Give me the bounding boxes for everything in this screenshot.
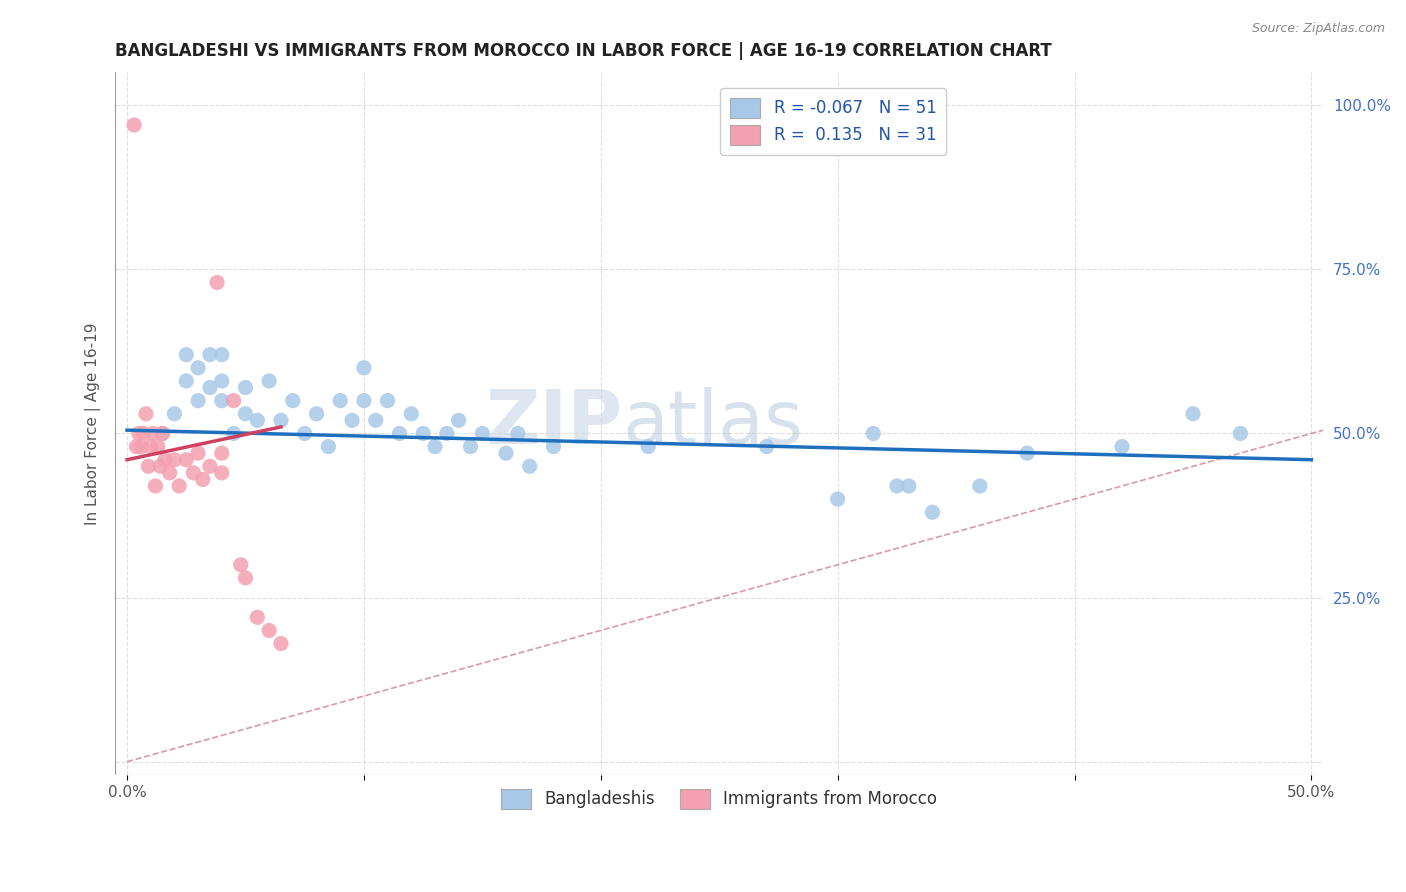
Point bbox=[897, 479, 920, 493]
Point bbox=[436, 426, 458, 441]
Point bbox=[129, 440, 152, 454]
Point bbox=[1229, 426, 1251, 441]
Point bbox=[135, 407, 157, 421]
Point bbox=[159, 466, 181, 480]
Point bbox=[167, 479, 190, 493]
Point bbox=[128, 426, 150, 441]
Point bbox=[191, 472, 214, 486]
Point bbox=[862, 426, 884, 441]
Point bbox=[139, 440, 162, 454]
Point bbox=[519, 459, 541, 474]
Point bbox=[187, 393, 209, 408]
Point bbox=[222, 426, 245, 441]
Point bbox=[340, 413, 363, 427]
Point bbox=[281, 393, 304, 408]
Point bbox=[246, 413, 269, 427]
Point bbox=[149, 459, 172, 474]
Point bbox=[222, 393, 245, 408]
Point bbox=[388, 426, 411, 441]
Point bbox=[969, 479, 991, 493]
Point bbox=[364, 413, 387, 427]
Point bbox=[235, 380, 257, 394]
Point bbox=[235, 571, 257, 585]
Point bbox=[447, 413, 470, 427]
Point bbox=[637, 440, 659, 454]
Point bbox=[174, 374, 197, 388]
Point bbox=[211, 466, 233, 480]
Point bbox=[460, 440, 482, 454]
Point bbox=[246, 610, 269, 624]
Point bbox=[153, 452, 176, 467]
Point bbox=[211, 374, 233, 388]
Point bbox=[270, 413, 292, 427]
Point bbox=[205, 276, 228, 290]
Point bbox=[163, 407, 186, 421]
Point bbox=[174, 452, 197, 467]
Text: atlas: atlas bbox=[623, 387, 804, 460]
Point bbox=[305, 407, 328, 421]
Point bbox=[294, 426, 316, 441]
Point bbox=[152, 426, 174, 441]
Point bbox=[353, 360, 375, 375]
Point bbox=[495, 446, 517, 460]
Point bbox=[198, 380, 221, 394]
Point bbox=[1111, 440, 1133, 454]
Point bbox=[921, 505, 943, 519]
Y-axis label: In Labor Force | Age 16-19: In Labor Force | Age 16-19 bbox=[86, 322, 101, 524]
Point bbox=[1182, 407, 1205, 421]
Point bbox=[257, 624, 280, 638]
Text: Source: ZipAtlas.com: Source: ZipAtlas.com bbox=[1251, 22, 1385, 36]
Point bbox=[329, 393, 352, 408]
Point bbox=[138, 459, 160, 474]
Point bbox=[423, 440, 446, 454]
Text: ZIP: ZIP bbox=[485, 387, 623, 460]
Point bbox=[187, 446, 209, 460]
Point bbox=[229, 558, 252, 572]
Point bbox=[506, 426, 529, 441]
Point bbox=[211, 446, 233, 460]
Point bbox=[886, 479, 908, 493]
Point bbox=[412, 426, 434, 441]
Point bbox=[353, 393, 375, 408]
Point bbox=[318, 440, 340, 454]
Point bbox=[125, 440, 148, 454]
Legend: Bangladeshis, Immigrants from Morocco: Bangladeshis, Immigrants from Morocco bbox=[495, 782, 943, 815]
Point bbox=[198, 348, 221, 362]
Point bbox=[257, 374, 280, 388]
Point bbox=[755, 440, 778, 454]
Point bbox=[152, 426, 174, 441]
Point bbox=[211, 348, 233, 362]
Point bbox=[211, 393, 233, 408]
Point bbox=[146, 440, 169, 454]
Point bbox=[198, 459, 221, 474]
Point bbox=[145, 479, 167, 493]
Point bbox=[270, 636, 292, 650]
Point bbox=[401, 407, 423, 421]
Point bbox=[543, 440, 565, 454]
Point bbox=[235, 407, 257, 421]
Point bbox=[142, 426, 165, 441]
Point bbox=[132, 426, 155, 441]
Point bbox=[471, 426, 494, 441]
Point bbox=[183, 466, 205, 480]
Text: BANGLADESHI VS IMMIGRANTS FROM MOROCCO IN LABOR FORCE | AGE 16-19 CORRELATION CH: BANGLADESHI VS IMMIGRANTS FROM MOROCCO I… bbox=[115, 42, 1052, 60]
Point bbox=[187, 360, 209, 375]
Point bbox=[377, 393, 399, 408]
Point bbox=[174, 348, 197, 362]
Point bbox=[1017, 446, 1039, 460]
Point bbox=[163, 452, 186, 467]
Point bbox=[122, 118, 145, 132]
Point bbox=[827, 492, 849, 507]
